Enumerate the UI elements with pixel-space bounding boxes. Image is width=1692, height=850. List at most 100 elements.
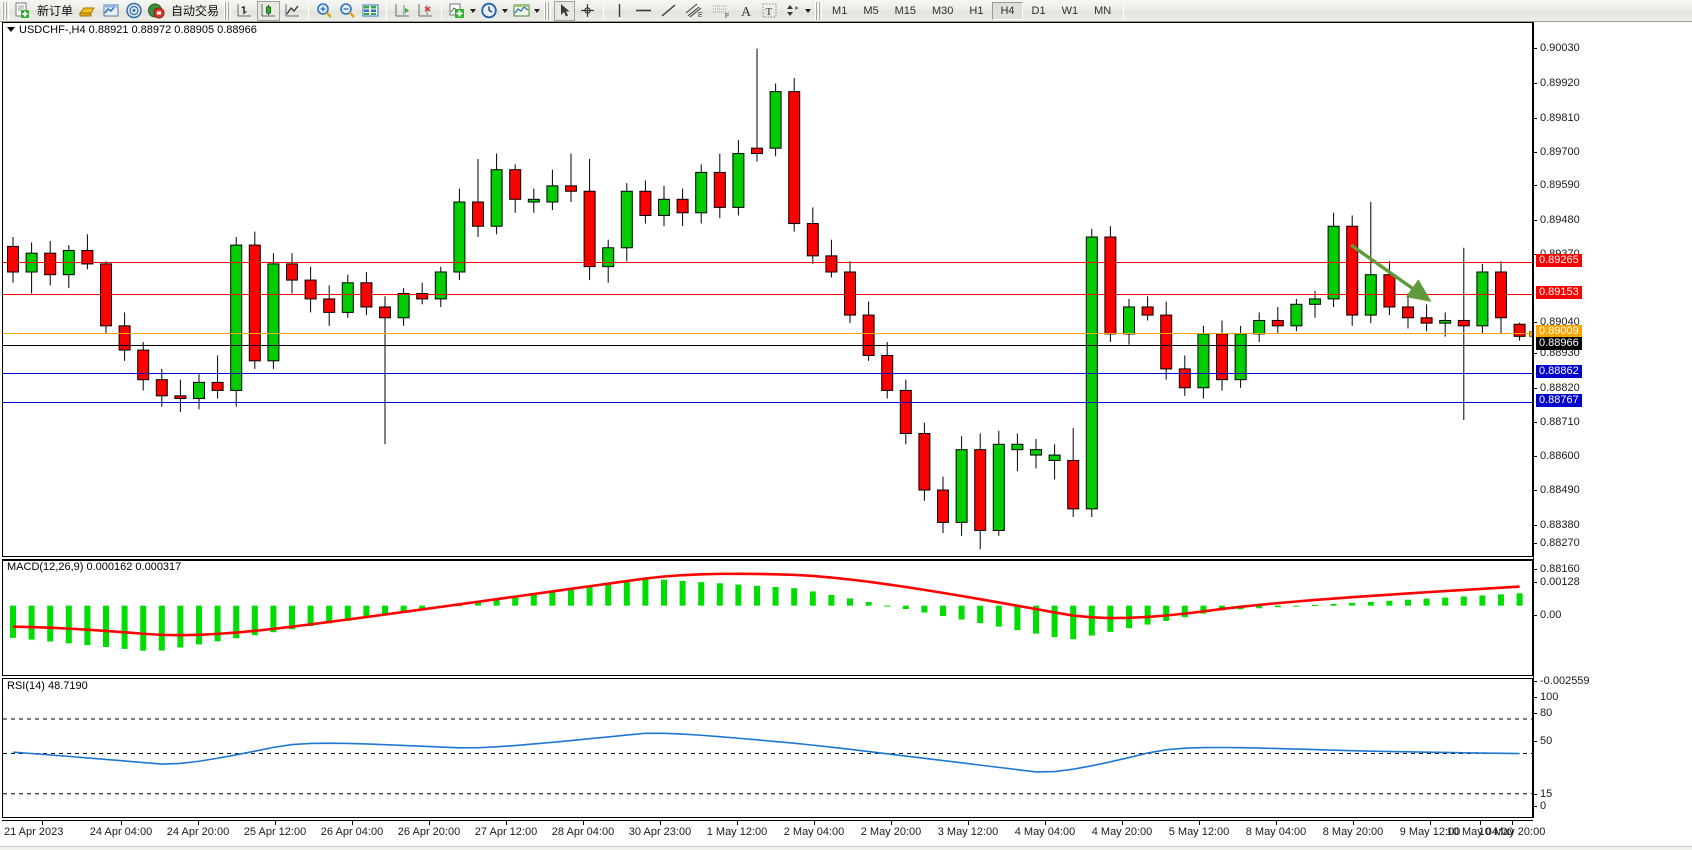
candlestick-series — [7, 48, 1526, 550]
zoom-in-button[interactable] — [314, 1, 335, 21]
crosshair-button[interactable] — [577, 1, 598, 21]
bar-chart-button[interactable] — [234, 1, 255, 21]
text-label-button[interactable]: T — [759, 1, 780, 21]
arrows-caret-icon[interactable] — [805, 8, 812, 13]
time-tick-label: 8 May 04:00 — [1245, 826, 1307, 838]
line-chart-button[interactable] — [282, 1, 303, 21]
time-tick — [429, 821, 430, 825]
templates-caret-icon[interactable] — [534, 8, 541, 13]
svg-text:F: F — [725, 13, 729, 19]
rsi-pane[interactable]: RSI(14) 48.7190 — [2, 678, 1533, 818]
compass-icon — [125, 2, 142, 19]
toolbar-grip[interactable] — [2, 1, 9, 20]
timeframe-m15[interactable]: M15 — [894, 4, 916, 17]
expert-advisors-button[interactable] — [77, 1, 98, 21]
period-button[interactable] — [479, 1, 500, 21]
axis-tick — [1533, 118, 1537, 119]
text-button[interactable]: A — [736, 1, 757, 21]
axis-tick — [1533, 806, 1537, 807]
auto-scroll-button[interactable] — [415, 1, 436, 21]
time-tick — [352, 821, 353, 825]
time-scale[interactable]: 21 Apr 2023 24 Apr 04:00 24 Apr 20:00 25 Ap… — [2, 820, 1545, 850]
time-tick-label: 24 Apr 04:00 — [89, 826, 153, 838]
timeframe-mn[interactable]: MN — [1094, 4, 1112, 17]
axis-tick — [1533, 582, 1537, 583]
axis-tick — [1533, 615, 1537, 616]
chart-shift-button[interactable] — [392, 1, 413, 21]
horizontal-line-icon — [636, 9, 652, 12]
vertical-line-button[interactable] — [609, 1, 630, 21]
period-caret-icon[interactable] — [502, 8, 509, 13]
time-tick-label: 4 May 04:00 — [1014, 826, 1076, 838]
timeframe-m5[interactable]: M5 — [863, 4, 879, 17]
down-arrow-annotation[interactable] — [1343, 238, 1493, 318]
zoom-out-button[interactable] — [337, 1, 358, 21]
add-indicator-caret-icon[interactable] — [470, 8, 477, 13]
rsi-tick-label: 80 — [1540, 707, 1553, 719]
resistance-price-badge[interactable]: 0.89265 — [1536, 254, 1582, 267]
equidistant-channel-button[interactable]: E — [682, 1, 707, 21]
data-grid-button[interactable] — [360, 1, 381, 21]
resistance-line-2[interactable] — [3, 294, 1532, 295]
timeframe-w1[interactable]: W1 — [1061, 4, 1079, 17]
timeframe-d1[interactable]: D1 — [1031, 4, 1046, 17]
resistance-line-1[interactable] — [3, 262, 1532, 263]
templates-button[interactable] — [511, 1, 532, 21]
auto-trading-button[interactable] — [146, 1, 167, 21]
toolbar-grip-3[interactable] — [544, 1, 552, 20]
pivot-price-badge[interactable]: 0.89009 — [1536, 325, 1582, 338]
price-scale[interactable]: 0.90030 0.89920 0.89810 0.89700 0.89590 0.894… — [1533, 22, 1692, 850]
pivot-line[interactable] — [3, 331, 1532, 337]
price-tick-label: 0.88160 — [1540, 563, 1580, 575]
timeframe-h1[interactable]: H1 — [969, 4, 984, 17]
time-tick-label: 25 Apr 12:00 — [243, 826, 307, 838]
support-line-1[interactable] — [3, 373, 1532, 374]
navigator-button[interactable] — [123, 1, 144, 21]
axis-tick — [1533, 794, 1537, 795]
trendline-button[interactable] — [657, 1, 680, 21]
time-tick-label: 9 May 12:00 — [1399, 826, 1461, 838]
last-price-price-badge[interactable]: 0.88966 — [1536, 337, 1582, 350]
new-order-button[interactable] — [12, 1, 33, 21]
price-pane[interactable]: USDCHF-,H4 0.88921 0.88972 0.88905 0.889… — [2, 22, 1533, 557]
data-window-button[interactable] — [100, 1, 121, 21]
new-order-label: 新订单 — [37, 4, 74, 18]
candlestick-chart-button[interactable] — [257, 0, 281, 21]
time-tick — [737, 821, 738, 825]
rsi-tick-label: 0 — [1540, 800, 1547, 812]
support-price-badge[interactable]: 0.88862 — [1536, 365, 1582, 378]
time-tick — [1199, 821, 1200, 825]
axis-tick — [1533, 456, 1537, 457]
bar-chart-icon — [237, 4, 252, 17]
axis-tick — [1533, 681, 1537, 682]
toolbar-separator-3 — [441, 1, 443, 20]
resistance-price-badge[interactable]: 0.89153 — [1536, 286, 1582, 299]
arrows-button[interactable] — [782, 1, 803, 21]
toolbar-separator-4 — [603, 1, 605, 20]
macd-series — [3, 560, 1532, 651]
support-price-badge[interactable]: 0.88767 — [1536, 394, 1582, 407]
horizontal-line-button[interactable] — [632, 1, 655, 21]
timeframe-group: M1 M5 M15 M30 H1 H4 D1 W1 MN — [824, 1, 1119, 20]
axis-tick — [1533, 48, 1537, 49]
axis-tick — [1533, 543, 1537, 544]
pivot-line-handle[interactable] — [1529, 331, 1532, 337]
axis-tick — [1533, 220, 1537, 221]
axis-tick — [1533, 741, 1537, 742]
zoom-out-icon — [340, 3, 355, 18]
support-line-2[interactable] — [3, 402, 1532, 403]
time-tick-label: 26 Apr 04:00 — [320, 826, 384, 838]
price-tick-label: 0.88270 — [1540, 537, 1580, 549]
timeframe-h4[interactable]: H4 — [992, 1, 1023, 20]
time-tick — [1276, 821, 1277, 825]
toolbar-grip-4[interactable] — [815, 1, 823, 20]
axis-tick — [1533, 353, 1537, 354]
time-tick — [891, 821, 892, 825]
fibonacci-button[interactable]: F — [709, 1, 734, 21]
timeframe-m1[interactable]: M1 — [832, 4, 848, 17]
timeframe-m30[interactable]: M30 — [932, 4, 954, 17]
macd-pane[interactable]: MACD(12,26,9) 0.000162 0.000317 — [2, 559, 1533, 676]
toolbar-grip-2[interactable] — [224, 1, 232, 20]
add-indicator-button[interactable] — [447, 1, 468, 21]
cursor-button[interactable] — [554, 0, 576, 21]
